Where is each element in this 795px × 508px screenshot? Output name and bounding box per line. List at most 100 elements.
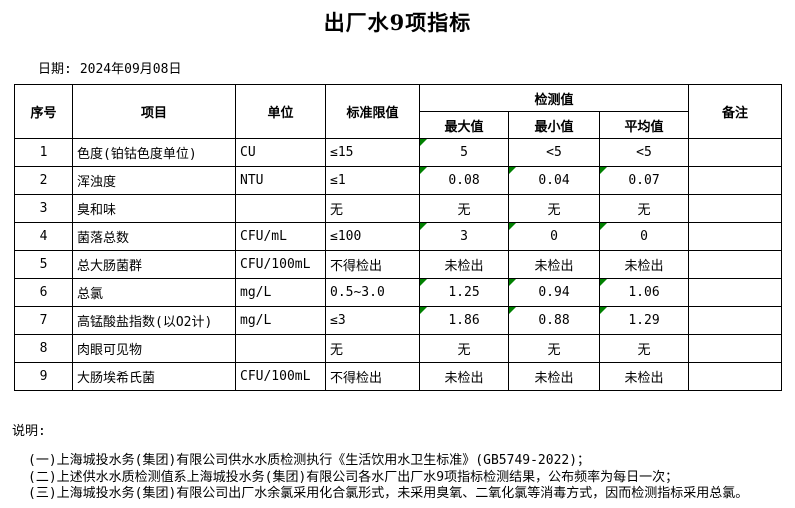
table-header-row-1: 序号 项目 单位 标准限值 检测值 备注 — [14, 84, 783, 139]
unit-cell: CU — [235, 138, 326, 167]
table-row: 4 菌落总数 CFU/mL ≤100 3 0 0 — [14, 222, 783, 251]
min-value-cell: 0.04 — [508, 166, 600, 195]
avg-value-cell: 无 — [598, 194, 690, 223]
limit-cell: 无 — [325, 194, 420, 223]
cell-flag-triangle-icon — [600, 307, 607, 314]
note-line: (二)上述供水水质检测值系上海城投水务(集团)有限公司各水厂出厂水9项指标检测结… — [28, 469, 679, 485]
max-value-cell: 3 — [419, 222, 509, 251]
min-value-cell: 0.94 — [508, 278, 600, 307]
col-header-remark: 备注 — [688, 84, 783, 139]
col-header-min: 最小值 — [508, 111, 600, 139]
cell-flag-triangle-icon — [600, 167, 607, 174]
row-number-cell: 3 — [14, 194, 73, 223]
date-label: 日期: — [38, 62, 72, 77]
item-cell: 菌落总数 — [72, 222, 236, 251]
limit-cell: 不得检出 — [325, 362, 420, 391]
table-row: 9 大肠埃希氏菌 CFU/100mL 不得检出 未检出 未检出 未检出 — [14, 362, 783, 391]
avg-value-cell: 0.07 — [598, 166, 690, 195]
limit-cell: 0.5~3.0 — [325, 278, 420, 307]
row-number-cell: 1 — [14, 138, 73, 167]
cell-flag-triangle-icon — [509, 279, 516, 286]
min-value-cell: 无 — [508, 194, 600, 223]
max-value-cell: 1.86 — [419, 306, 509, 335]
col-header-unit: 单位 — [235, 84, 326, 139]
note-line: (一)上海城投水务(集团)有限公司供水水质检测执行《生活饮用水卫生标准》(GB5… — [28, 453, 591, 468]
cell-flag-triangle-icon — [509, 223, 516, 230]
max-value-cell: 0.08 — [419, 166, 509, 195]
table-row: 3 臭和味无无无无 — [14, 194, 783, 223]
col-header-max: 最大值 — [419, 111, 509, 139]
row-number-cell: 5 — [14, 250, 73, 279]
item-cell: 肉眼可见物 — [72, 334, 236, 363]
remark-cell — [688, 222, 783, 251]
remark-cell — [688, 334, 783, 363]
notes-label: 说明: — [12, 424, 46, 439]
water-quality-table: 序号 项目 单位 标准限值 检测值 备注 最大值 最小值 平均值 1 色度(铂钴色… — [14, 84, 783, 391]
notes-section: 说明: (一)上海城投水务(集团)有限公司供水水质检测执行《生活饮用水卫生标准》… — [0, 420, 795, 503]
max-value-cell: 未检出 — [419, 362, 509, 391]
min-value-cell: 无 — [508, 334, 600, 363]
min-value-cell: 0 — [508, 222, 600, 251]
row-number-cell: 6 — [14, 278, 73, 307]
col-header-no: 序号 — [14, 84, 73, 139]
item-cell: 总大肠菌群 — [72, 250, 236, 279]
unit-cell: CFU/100mL — [235, 362, 326, 391]
row-number-cell: 7 — [14, 306, 73, 335]
unit-cell: mg/L — [235, 306, 326, 335]
unit-cell — [235, 334, 326, 363]
limit-cell: ≤1 — [325, 166, 420, 195]
max-value-cell: 无 — [419, 334, 509, 363]
avg-value-cell: 未检出 — [598, 362, 690, 391]
avg-value-cell: 无 — [598, 334, 690, 363]
date-value: 2024年09月08日 — [79, 62, 182, 77]
unit-cell: CFU/100mL — [235, 250, 326, 279]
item-cell: 总氯 — [72, 278, 236, 307]
table-row: 8 肉眼可见物无无无无 — [14, 334, 783, 363]
cell-flag-triangle-icon — [420, 223, 427, 230]
remark-cell — [688, 194, 783, 223]
avg-value-cell: 未检出 — [598, 250, 690, 279]
col-header-avg: 平均值 — [598, 111, 690, 139]
table-row: 7 高锰酸盐指数(以O2计) mg/L ≤3 1.86 0.88 1.29 — [14, 306, 783, 335]
table-row: 5 总大肠菌群 CFU/100mL 不得检出 未检出 未检出 未检出 — [14, 250, 783, 279]
row-number-cell: 9 — [14, 362, 73, 391]
remark-cell — [688, 138, 783, 167]
avg-value-cell: 1.29 — [598, 306, 690, 335]
table-row: 6 总氯 mg/L 0.5~3.0 1.25 0.94 1.06 — [14, 278, 783, 307]
cell-flag-triangle-icon — [600, 279, 607, 286]
report-date: 日期: 2024年09月08日 — [38, 58, 795, 77]
unit-cell: mg/L — [235, 278, 326, 307]
max-value-cell: 5 — [419, 138, 509, 167]
item-cell: 色度(铂钴色度单位) — [72, 138, 236, 167]
item-cell: 高锰酸盐指数(以O2计) — [72, 306, 236, 335]
unit-cell — [235, 194, 326, 223]
cell-flag-triangle-icon — [509, 167, 516, 174]
limit-cell: 无 — [325, 334, 420, 363]
item-cell: 臭和味 — [72, 194, 236, 223]
remark-cell — [688, 166, 783, 195]
cell-flag-triangle-icon — [420, 279, 427, 286]
item-cell: 大肠埃希氏菌 — [72, 362, 236, 391]
cell-flag-triangle-icon — [420, 167, 427, 174]
remark-cell — [688, 362, 783, 391]
cell-flag-triangle-icon — [420, 307, 427, 314]
row-number-cell: 4 — [14, 222, 73, 251]
table-row: 1 色度(铂钴色度单位) CU ≤15 5 <5 <5 — [14, 138, 783, 167]
cell-flag-triangle-icon — [509, 307, 516, 314]
table-header-row-2: 最大值 最小值 平均值 — [15, 111, 782, 139]
min-value-cell: 未检出 — [508, 250, 600, 279]
unit-cell: NTU — [235, 166, 326, 195]
note-line: (三)上海城投水务(集团)有限公司出厂水余氯采用化合氯形式，未采用臭氧、二氧化氯… — [28, 486, 749, 501]
remark-cell — [688, 250, 783, 279]
unit-cell: CFU/mL — [235, 222, 326, 251]
item-cell: 浑浊度 — [72, 166, 236, 195]
table-row: 2 浑浊度 NTU ≤1 0.08 0.04 0.07 — [14, 166, 783, 195]
limit-cell: 不得检出 — [325, 250, 420, 279]
col-header-limit: 标准限值 — [325, 84, 420, 139]
min-value-cell: <5 — [508, 138, 600, 167]
row-number-cell: 2 — [14, 166, 73, 195]
row-number-cell: 8 — [14, 334, 73, 363]
limit-cell: ≤3 — [325, 306, 420, 335]
avg-value-cell: 0 — [598, 222, 690, 251]
